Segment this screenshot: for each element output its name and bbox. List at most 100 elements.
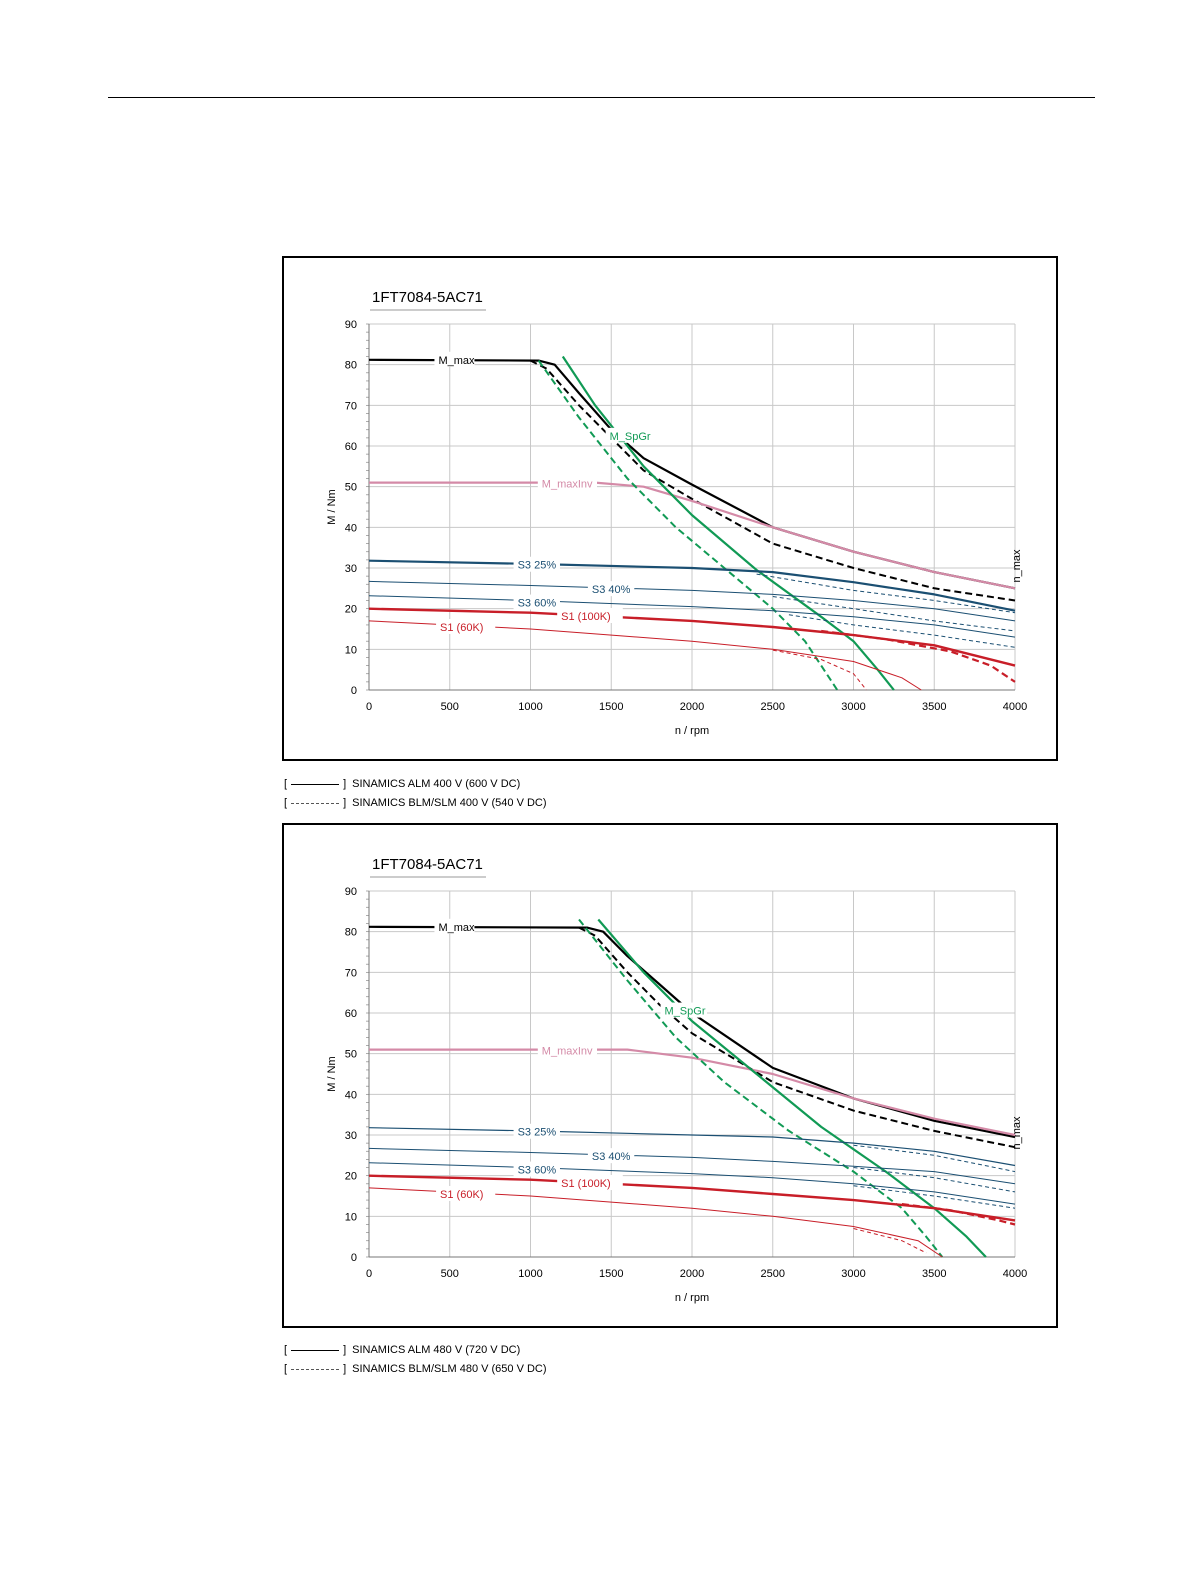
curve-label-bg [513, 1123, 560, 1139]
curve-label-s1-100k: S1 (100K) [561, 611, 611, 623]
x-tick-label: 4000 [1003, 701, 1027, 713]
y-axis-label: M / Nm [326, 489, 338, 524]
curve-label-bg [537, 1042, 598, 1058]
curve-label-m-max: M_max [438, 355, 475, 367]
legend-solid-swatch [291, 1350, 340, 1351]
y-tick-label: 70 [345, 400, 357, 412]
curve-label-s3-25: S3 25% [518, 1127, 557, 1139]
y-axis-label: M / Nm [326, 1056, 338, 1091]
x-tick-label: 1500 [599, 701, 623, 713]
x-tick-label: 1000 [518, 1268, 542, 1280]
n-max-label: n_max [1011, 1116, 1023, 1150]
series-m-spgr-blm-slm [578, 918, 944, 1258]
legend-dashed-swatch [291, 803, 340, 804]
curve-label-bg [557, 607, 623, 623]
legend-bracket-close: ] [343, 1363, 347, 1375]
y-tick-label: 20 [345, 604, 357, 616]
curve-label-bg [537, 475, 598, 491]
x-tick-label: 0 [366, 701, 372, 713]
y-tick-label: 0 [351, 685, 357, 697]
curve-label-m-max: M_max [438, 922, 475, 934]
x-tick-label: 3000 [841, 701, 865, 713]
legend-solid-entry: [ ] SINAMICS ALM 480 V (720 V DC) [284, 1341, 547, 1360]
y-tick-label: 50 [345, 1049, 357, 1061]
x-tick-label: 2000 [680, 1268, 704, 1280]
y-tick-label: 60 [345, 1008, 357, 1020]
y-tick-label: 90 [345, 886, 357, 898]
legend-dashed-text: SINAMICS BLM/SLM 400 V (540 V DC) [352, 797, 547, 809]
curve-label-s1-100k: S1 (100K) [561, 1178, 611, 1190]
legend-dashed-swatch [291, 1369, 340, 1370]
y-tick-label: 30 [345, 1130, 357, 1142]
curve-label-bg [434, 918, 475, 934]
series-m-maxinv [369, 481, 1016, 590]
series-m-max-blm-slm [530, 359, 1016, 602]
y-tick-label: 10 [345, 1211, 357, 1223]
legend-480v: [ ] SINAMICS ALM 480 V (720 V DC) [ ] SI… [284, 1341, 547, 1379]
legend-bracket-close: ] [343, 778, 347, 790]
legend-dashed-text: SINAMICS BLM/SLM 480 V (650 V DC) [352, 1363, 547, 1375]
curve-label-s3-40: S3 40% [592, 584, 631, 596]
curve-label-bg [513, 556, 560, 572]
curve-label-s1-60k: S1 (60K) [440, 622, 483, 634]
curve-label-bg [605, 427, 653, 443]
series-m-spgr [561, 355, 895, 691]
series-m-spgr [597, 918, 987, 1258]
chart-title: 1FT7084-5AC71 [372, 289, 483, 306]
series-s1-60k-blm-slm [772, 649, 867, 691]
series-s1-100k-blm-slm [901, 1203, 1016, 1226]
curve-label-bg [436, 1185, 496, 1201]
legend-bracket-open: [ [284, 797, 288, 809]
chart-400v-svg: 1FT7084-5AC71 0 500 1000 1500 2000 2500 3000 350… [326, 289, 1027, 737]
y-tick-label: 40 [345, 522, 357, 534]
curve-label-bg [513, 1161, 560, 1177]
curve-label-m-maxinv: M_maxInv [542, 1045, 593, 1057]
y-tick-label: 0 [351, 1252, 357, 1264]
curve-label-bg [434, 351, 475, 367]
curve-label-bg [660, 1002, 707, 1018]
x-tick-label: 2000 [680, 701, 704, 713]
legend-solid-text: SINAMICS ALM 400 V (600 V DC) [352, 778, 521, 790]
x-axis-label: n / rpm [675, 1292, 709, 1304]
curve-label-bg [513, 594, 560, 610]
series-s3-40 [368, 580, 1016, 622]
curve-label-bg [557, 1174, 623, 1190]
curve-label-s3-40: S3 40% [592, 1151, 631, 1163]
series-m-spgr-blm-slm [537, 360, 839, 691]
legend-bracket-close: ] [343, 797, 347, 809]
x-tick-label: 3500 [922, 1268, 946, 1280]
x-tick-label: 3500 [922, 701, 946, 713]
n-max-label: n_max [1011, 549, 1023, 583]
curve-label-s3-60: S3 60% [518, 598, 557, 610]
series-m-max-blm-slm [578, 926, 1016, 1149]
curve-label-s3-60: S3 60% [518, 1165, 557, 1177]
series-s1-100k [368, 607, 1016, 667]
x-tick-label: 2500 [761, 701, 785, 713]
x-tick-label: 500 [441, 701, 459, 713]
torque-speed-chart-400v: 1FT7084-5AC71 0 500 1000 1500 2000 2500 3000 350… [282, 256, 1058, 761]
series-s3-40-blm-slm [772, 596, 1016, 632]
series-s3-40-blm-slm [853, 1167, 1016, 1193]
series-s1-60k [368, 1187, 943, 1258]
y-tick-label: 60 [345, 441, 357, 453]
y-tick-label: 70 [345, 967, 357, 979]
legend-bracket-open: [ [284, 1344, 288, 1356]
y-tick-label: 20 [345, 1171, 357, 1183]
series-s1-60k [368, 620, 922, 691]
x-tick-label: 1000 [518, 701, 542, 713]
y-tick-label: 30 [345, 563, 357, 575]
curve-label-m-maxinv: M_maxInv [542, 478, 593, 490]
legend-bracket-open: [ [284, 1363, 288, 1375]
y-tick-label: 90 [345, 319, 357, 331]
legend-bracket-close: ] [343, 1344, 347, 1356]
torque-speed-chart-480v: 1FT7084-5AC71 0 500 1000 1500 2000 2500 3000 350… [282, 823, 1058, 1328]
y-tick-label: 80 [345, 927, 357, 939]
legend-bracket-open: [ [284, 778, 288, 790]
curve-label-m-spgr: M_SpGr [665, 1006, 706, 1018]
legend-solid-entry: [ ] SINAMICS ALM 400 V (600 V DC) [284, 775, 547, 794]
curve-label-bg [587, 1148, 635, 1164]
legend-solid-swatch [291, 784, 340, 785]
y-tick-label: 80 [345, 360, 357, 372]
y-tick-label: 40 [345, 1089, 357, 1101]
